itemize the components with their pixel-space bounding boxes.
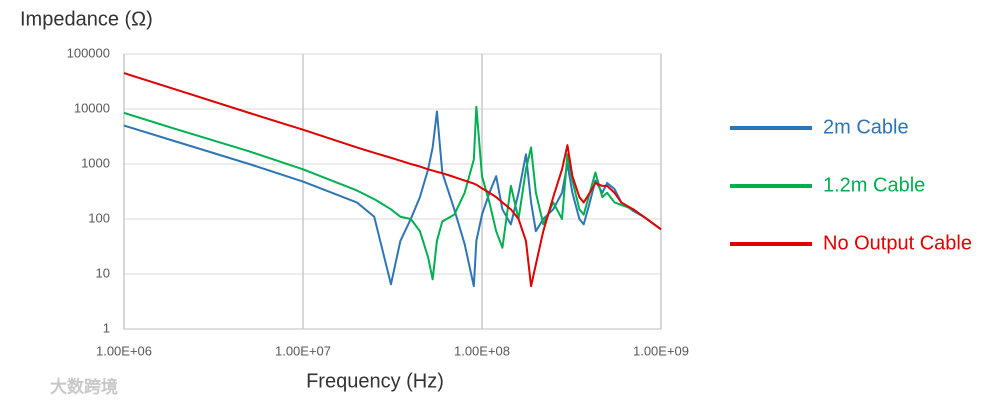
y-tick-label: 10 <box>96 265 110 280</box>
legend-label: 1.2m Cable <box>823 174 925 196</box>
series-line <box>123 72 662 288</box>
legend-label: No Output Cable <box>823 232 972 254</box>
y-tick-label: 100 <box>88 210 110 225</box>
y-axis-title: Impedance (Ω) <box>20 8 153 30</box>
y-tick-label: 1 <box>103 320 110 335</box>
x-axis-title: Frequency (Hz) <box>306 370 444 392</box>
y-tick-label: 100000 <box>67 45 110 60</box>
x-tick-label: 1.00E+06 <box>96 343 152 358</box>
plot-area <box>123 53 662 330</box>
series-line <box>123 105 662 281</box>
y-tick-label: 1000 <box>81 155 110 170</box>
x-tick-label: 1.00E+07 <box>275 343 331 358</box>
y-tick-label: 10000 <box>74 100 110 115</box>
x-tick-label: 1.00E+08 <box>454 343 510 358</box>
watermark: 大数跨境 <box>50 376 118 396</box>
series-line <box>123 110 662 288</box>
legend-label: 2m Cable <box>823 116 909 138</box>
x-tick-label: 1.00E+09 <box>633 343 689 358</box>
